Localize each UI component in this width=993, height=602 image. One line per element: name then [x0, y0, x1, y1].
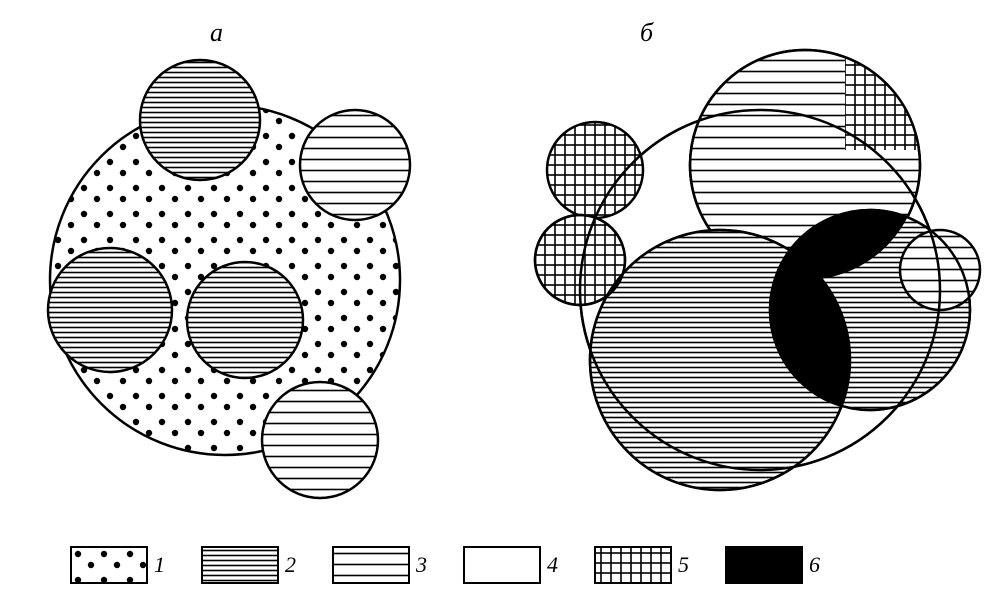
legend-num-1: 1 [154, 552, 165, 578]
panel-b-s0 [547, 122, 643, 218]
legend: 1 2 3 4 5 6 [70, 546, 820, 584]
panel-a-c2 [300, 110, 410, 220]
legend-swatch-hdense [201, 546, 279, 584]
legend-item-5: 5 [594, 546, 689, 584]
panel-a [48, 60, 410, 498]
panel-a-c1 [140, 60, 260, 180]
legend-swatch-blank [463, 546, 541, 584]
panel-b [535, 50, 980, 490]
legend-item-1: 1 [70, 546, 165, 584]
legend-num-4: 4 [547, 552, 558, 578]
legend-num-3: 3 [416, 552, 427, 578]
panel-a-c4 [187, 262, 303, 378]
legend-item-2: 2 [201, 546, 296, 584]
panel-a-c3 [48, 248, 172, 372]
panel-a-c5 [262, 382, 378, 498]
legend-num-5: 5 [678, 552, 689, 578]
venn-svg [0, 0, 993, 520]
legend-num-6: 6 [809, 552, 820, 578]
legend-item-3: 3 [332, 546, 427, 584]
legend-item-4: 4 [463, 546, 558, 584]
diagram-canvas: а б [0, 0, 993, 602]
legend-num-2: 2 [285, 552, 296, 578]
legend-swatch-dots [70, 546, 148, 584]
legend-swatch-solid [725, 546, 803, 584]
legend-item-6: 6 [725, 546, 820, 584]
legend-swatch-cross [594, 546, 672, 584]
legend-swatch-hsparse [332, 546, 410, 584]
